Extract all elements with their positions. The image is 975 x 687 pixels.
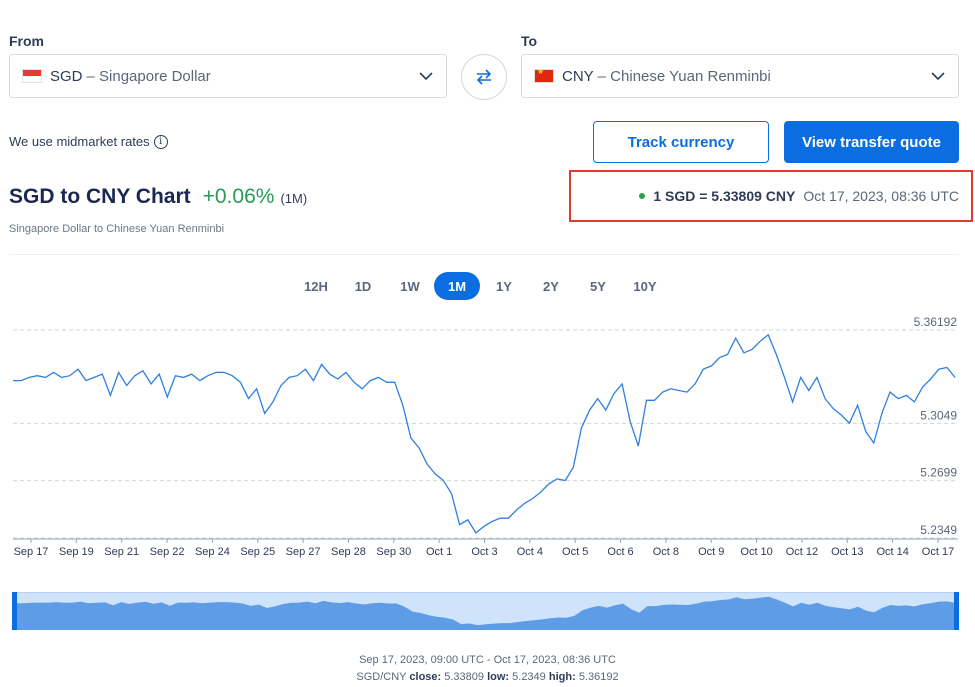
x-tick-label: Sep 28 (331, 546, 366, 558)
high-label: high: (548, 671, 576, 683)
from-label: From (9, 33, 44, 49)
x-tick-label: Sep 25 (240, 546, 275, 558)
x-tick-label: Sep 24 (195, 546, 230, 558)
live-rate-value: 1 SGD = 5.33809 CNY (653, 188, 796, 204)
x-tick-label: Oct 4 (517, 546, 543, 558)
navigator-right-handle[interactable] (954, 592, 959, 630)
x-tick-label: Oct 10 (740, 546, 772, 558)
low-label: low: (487, 671, 510, 683)
x-tick-label: Oct 8 (653, 546, 679, 558)
chart-title: SGD to CNY Chart (9, 185, 191, 208)
period-tab-12h[interactable]: 12H (304, 278, 328, 294)
rate-chart[interactable]: 5.36192 5.3049 5.2699 5.2349 Sep 17 Sep 19 Sep… (0, 315, 975, 560)
period-tab-10y[interactable]: 10Y (633, 278, 657, 294)
to-currency-select[interactable]: CNY – Chinese Yuan Renminbi (521, 54, 959, 98)
track-currency-button[interactable]: Track currency (593, 121, 769, 163)
rate-change: +0.06% (202, 185, 275, 208)
view-transfer-quote-button[interactable]: View transfer quote (784, 121, 959, 163)
info-icon[interactable]: i (153, 134, 168, 149)
close-label: close: (409, 671, 442, 683)
chevron-down-icon (419, 72, 433, 81)
swap-currencies-button[interactable] (461, 54, 507, 100)
y-tick-label: 5.36192 (914, 315, 958, 329)
navigator-left-handle[interactable] (12, 592, 17, 630)
x-tick-label: Oct 1 (426, 546, 452, 558)
y-tick-label: 5.2349 (920, 523, 957, 537)
close-value: 5.33809 (444, 671, 485, 683)
from-currency-code: SGD (50, 67, 83, 85)
live-rate-highlight: 1 SGD = 5.33809 CNY Oct 17, 2023, 08:36 … (569, 170, 973, 222)
period-tabs: 12H 1D 1W 1M 1Y 2Y 5Y 10Y (293, 272, 669, 300)
live-status-dot (639, 193, 646, 199)
x-tick-label: Oct 17 (922, 546, 954, 558)
x-tick-label: Sep 27 (286, 546, 321, 558)
period-tab-1w[interactable]: 1W (400, 278, 420, 294)
x-tick-label: Oct 6 (607, 546, 633, 558)
navigator-series (16, 596, 955, 630)
chart-subtitle: Singapore Dollar to Chinese Yuan Renminb… (9, 223, 225, 235)
x-tick-label: Sep 30 (376, 546, 411, 558)
chart-header: SGD to CNY Chart +0.06% (1M) (9, 185, 307, 209)
range-navigator[interactable] (12, 592, 959, 630)
low-value: 5.2349 (512, 671, 546, 683)
x-tick-label: Oct 13 (831, 546, 863, 558)
x-tick-label: Sep 21 (104, 546, 139, 558)
chevron-down-icon (931, 72, 945, 81)
to-currency-name: – Chinese Yuan Renminbi (597, 67, 771, 85)
midmarket-note: We use midmarket rates i (9, 134, 168, 149)
from-currency-select[interactable]: SGD – Singapore Dollar (9, 54, 447, 98)
to-currency-code: CNY (562, 67, 594, 85)
rate-line-series (13, 333, 956, 534)
swap-arrows-icon (476, 69, 492, 85)
y-tick-label: 5.2699 (920, 466, 957, 480)
period-tab-5y[interactable]: 5Y (590, 278, 606, 294)
high-value: 5.36192 (578, 671, 619, 683)
period-tab-1m[interactable]: 1M (434, 272, 480, 300)
x-tick-label: Oct 5 (562, 546, 588, 558)
x-tick-label: Oct 12 (786, 546, 818, 558)
x-tick-label: Sep 19 (59, 546, 94, 558)
y-tick-label: 5.3049 (920, 408, 957, 422)
live-rate-timestamp: Oct 17, 2023, 08:36 UTC (803, 188, 959, 204)
period-tab-2y[interactable]: 2Y (543, 278, 559, 294)
singapore-flag-icon (22, 69, 42, 83)
divider (9, 254, 959, 255)
period-tab-1y[interactable]: 1Y (496, 278, 512, 294)
x-tick-label: Oct 9 (698, 546, 724, 558)
midmarket-note-text: We use midmarket rates (9, 134, 150, 149)
x-tick-label: Sep 22 (150, 546, 185, 558)
chart-range-text: Sep 17, 2023, 09:00 UTC - Oct 17, 2023, … (359, 654, 616, 666)
x-tick-label: Oct 14 (876, 546, 908, 558)
x-tick-label: Oct 3 (471, 546, 497, 558)
from-currency-name: – Singapore Dollar (86, 67, 211, 85)
chart-summary: SGD/CNY close: 5.33809 low: 5.2349 high:… (0, 671, 975, 683)
rate-change-period: (1M) (280, 191, 308, 206)
pair-label: SGD/CNY (356, 671, 407, 683)
x-tick-label: Sep 17 (14, 546, 49, 558)
to-label: To (521, 33, 538, 49)
china-flag-icon (534, 69, 554, 83)
period-tab-1d[interactable]: 1D (354, 278, 372, 294)
